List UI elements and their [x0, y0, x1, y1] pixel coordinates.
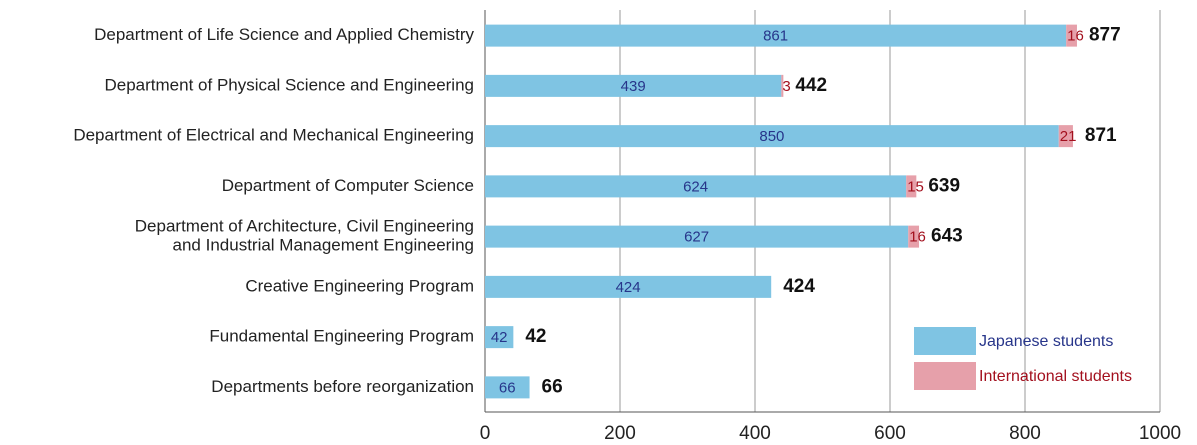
y-tick-label: and Industrial Management Engineering	[173, 236, 474, 255]
value-label: 16	[1067, 28, 1084, 45]
y-tick-label: Fundamental Engineering Program	[209, 327, 474, 346]
y-tick-label: Department of Architecture, Civil Engine…	[135, 217, 474, 236]
value-label: 439	[621, 78, 646, 95]
x-tick-label: 800	[1009, 423, 1041, 444]
total-label: 442	[795, 75, 827, 96]
total-label: 643	[931, 226, 963, 247]
bar-segment	[485, 125, 1059, 148]
value-label: 66	[499, 379, 516, 396]
bar-segment	[485, 225, 909, 248]
legend-label: International students	[979, 368, 1132, 385]
y-tick-label: Department of Computer Science	[222, 176, 474, 195]
value-label: 627	[684, 229, 709, 246]
bar-segment	[485, 24, 1067, 47]
bar-segment	[1058, 125, 1073, 148]
y-tick-label: Department of Physical Science and Engin…	[105, 75, 475, 94]
x-tick-label: 0	[480, 423, 491, 444]
value-label: 16	[909, 229, 926, 246]
x-tick-label: 200	[604, 423, 636, 444]
bar-segment	[485, 326, 514, 349]
bar-segment	[485, 175, 907, 198]
y-tick-label: Department of Electrical and Mechanical …	[73, 126, 474, 145]
bar-segment	[908, 225, 920, 248]
total-label: 871	[1085, 125, 1117, 146]
y-tick-label: Department of Life Science and Applied C…	[94, 25, 474, 44]
value-label: 850	[759, 128, 784, 145]
bar-segment	[906, 175, 917, 198]
value-label: 861	[763, 28, 788, 45]
bar-segment	[1066, 24, 1077, 47]
total-label: 66	[542, 376, 563, 397]
value-label: 624	[683, 178, 708, 195]
total-label: 639	[928, 175, 960, 196]
legend-swatch	[914, 362, 976, 390]
y-tick-label: Creative Engineering Program	[245, 276, 474, 295]
value-label: 3	[782, 78, 790, 95]
bar-segment	[485, 74, 782, 97]
legend-swatch	[914, 327, 976, 355]
x-tick-label: 1000	[1139, 423, 1181, 444]
total-label: 877	[1089, 25, 1121, 46]
bar-segment	[781, 74, 784, 97]
value-label: 21	[1060, 128, 1077, 145]
value-label: 42	[491, 329, 508, 346]
value-label: 15	[907, 178, 924, 195]
value-label: 424	[616, 279, 641, 296]
total-label: 42	[525, 326, 546, 347]
bar-segment	[485, 275, 772, 298]
x-tick-label: 600	[874, 423, 906, 444]
bar-segment	[485, 376, 530, 399]
y-tick-label: Departments before reorganization	[211, 377, 474, 396]
legend-label: Japanese students	[979, 333, 1113, 350]
x-tick-label: 400	[739, 423, 771, 444]
total-label: 424	[783, 276, 815, 297]
